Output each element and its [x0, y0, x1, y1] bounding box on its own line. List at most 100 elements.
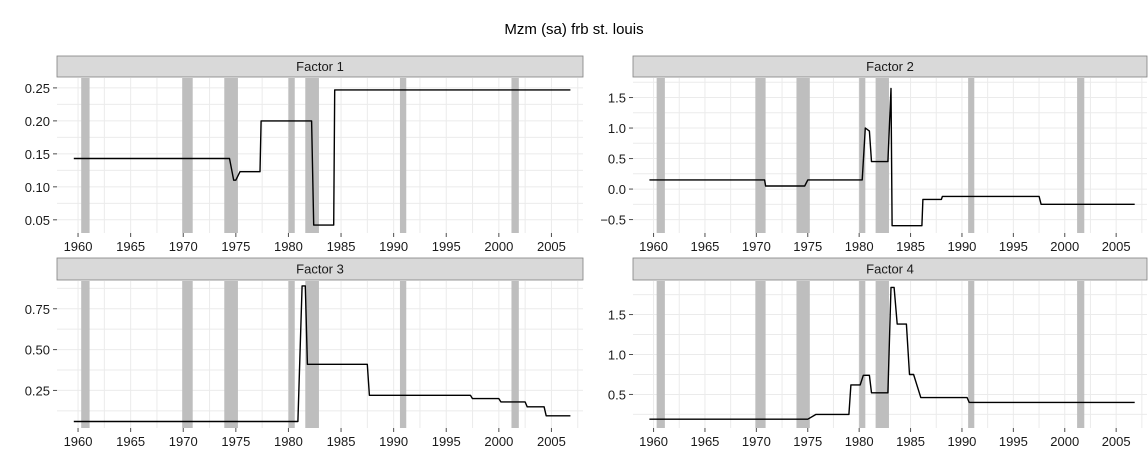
x-tick-label: 2005: [1102, 434, 1131, 449]
recession-band: [1077, 281, 1085, 428]
recession-band: [968, 78, 975, 233]
x-tick-label: 2000: [484, 434, 513, 449]
y-tick-label: 0.15: [25, 147, 50, 162]
recession-band: [511, 281, 519, 428]
facet-strip: [56, 55, 584, 78]
y-tick-label: 0.5: [608, 387, 626, 402]
recession-band: [224, 78, 238, 233]
x-tick-label: 1990: [379, 434, 408, 449]
facet-strip-label: Factor 2: [866, 59, 914, 74]
x-tick-label: 1970: [742, 239, 771, 254]
recession-band: [796, 78, 810, 233]
x-tick-label: 1995: [432, 239, 461, 254]
x-tick-label: 1990: [947, 434, 976, 449]
recession-band: [656, 78, 665, 233]
grid-lines: [57, 78, 583, 233]
recession-band: [399, 281, 407, 428]
x-tick-label: 1985: [327, 434, 356, 449]
x-tick-label: 1960: [64, 239, 93, 254]
x-tick-label: 1980: [845, 239, 874, 254]
x-tick-label: 1975: [221, 239, 250, 254]
x-tick-label: 1960: [639, 239, 668, 254]
recession-band: [796, 281, 810, 428]
x-tick-label: 1975: [793, 434, 822, 449]
y-tick-label: 1.0: [608, 348, 626, 363]
x-tick-label: 1980: [274, 239, 303, 254]
recession-band: [288, 78, 295, 233]
series-line: [649, 87, 1135, 227]
y-tick-label: 0.20: [25, 114, 50, 129]
y-tick-label: 0.75: [25, 302, 50, 317]
x-tick-label: 1980: [274, 434, 303, 449]
facet-panel-1: Factor 1 0.05 0.10 0.15 0.20 0.25 1960 1965 1970…: [25, 55, 584, 254]
facet-strip: [56, 257, 584, 281]
x-tick-label: 1980: [845, 434, 874, 449]
recession-band: [288, 281, 295, 428]
x-tick-label: 1970: [742, 434, 771, 449]
recession-band: [859, 281, 866, 428]
x-tick-label: 1965: [116, 434, 145, 449]
recession-band: [656, 281, 665, 428]
facet-strip-label: Factor 1: [296, 59, 344, 74]
x-tick-label: 2005: [1102, 239, 1131, 254]
facet-panel-4: Factor 4 0.5 1.0 1.5 1960 1965 1970 1975 1980 198…: [608, 257, 1148, 449]
y-tick-label: 0.25: [25, 383, 50, 398]
x-tick-label: 1975: [221, 434, 250, 449]
x-tick-label: 1990: [947, 239, 976, 254]
recession-band: [182, 281, 193, 428]
facet-strip-label: Factor 4: [866, 262, 914, 277]
chart-title: Mzm (sa) frb st. louis: [504, 21, 643, 38]
y-tick-label: 0.05: [25, 213, 50, 228]
facet-panels: Factor 1 0.05 0.10 0.15 0.20 0.25 1960 1965 1970…: [25, 55, 1148, 449]
facet-panel-3: Factor 3 0.25 0.50 0.75 1960 1965 1970 1975 1980…: [25, 257, 584, 449]
x-tick-label: 1985: [327, 239, 356, 254]
x-tick-label: 2005: [537, 434, 566, 449]
x-tick-label: 1995: [999, 434, 1028, 449]
facet-strip: [632, 55, 1148, 78]
facet-strip: [632, 257, 1148, 281]
recession-band: [81, 281, 90, 428]
y-tick-label: 0.0: [608, 182, 626, 197]
facet-panel-2: Factor 2 −0.5 0.0 0.5 1.0 1.5 1960 1965 1970 1975…: [600, 55, 1148, 254]
recession-band: [182, 78, 193, 233]
x-tick-label: 2000: [1050, 239, 1079, 254]
x-tick-label: 1995: [432, 434, 461, 449]
y-tick-label: 1.0: [608, 121, 626, 136]
x-tick-label: 1965: [116, 239, 145, 254]
facet-strip-label: Factor 3: [296, 262, 344, 277]
recession-band: [81, 78, 90, 233]
recession-bands: [656, 281, 1085, 428]
recession-band: [859, 78, 866, 233]
y-tick-label: 0.10: [25, 180, 50, 195]
x-tick-label: 1960: [639, 434, 668, 449]
plot-background: [57, 281, 583, 428]
y-tick-label: 0.25: [25, 81, 50, 96]
x-tick-label: 1965: [690, 239, 719, 254]
recession-band: [755, 78, 766, 233]
x-tick-label: 1965: [690, 434, 719, 449]
x-tick-label: 2000: [484, 239, 513, 254]
y-tick-label: 1.5: [608, 91, 626, 106]
y-tick-label: 0.50: [25, 343, 50, 358]
x-tick-label: 1975: [793, 239, 822, 254]
recession-bands: [81, 281, 519, 428]
recession-band: [875, 281, 889, 428]
x-tick-label: 1970: [169, 434, 198, 449]
x-tick-label: 1985: [896, 239, 925, 254]
recession-band: [875, 78, 889, 233]
y-tick-label: 1.5: [608, 308, 626, 323]
recession-band: [1077, 78, 1085, 233]
recession-band: [511, 78, 519, 233]
x-tick-label: 1960: [64, 434, 93, 449]
recession-band: [399, 78, 407, 233]
recession-band: [968, 281, 975, 428]
recession-band: [755, 281, 766, 428]
recession-band: [305, 281, 319, 428]
recession-bands: [81, 78, 519, 233]
y-tick-label: 0.5: [608, 152, 626, 167]
y-tick-label: −0.5: [600, 213, 626, 228]
x-tick-label: 2000: [1050, 434, 1079, 449]
x-tick-label: 1995: [999, 239, 1028, 254]
x-tick-label: 1970: [169, 239, 198, 254]
series-line: [73, 285, 571, 423]
